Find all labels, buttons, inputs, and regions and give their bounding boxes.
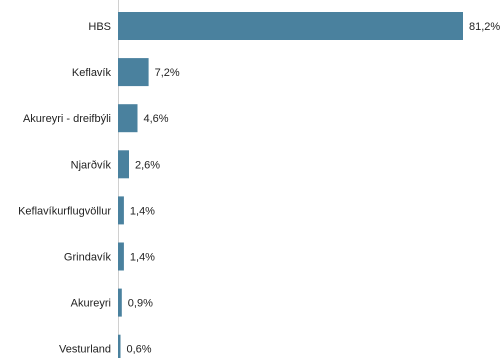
category-label-3: Njarðvík [71, 159, 112, 171]
bars-group [118, 12, 463, 358]
bar-6 [118, 288, 122, 317]
category-labels-group: HBS Keflavík Akureyri - dreifbýli Njarðvík K… [18, 21, 111, 356]
value-label-5: 1,4% [130, 252, 155, 264]
category-label-0: HBS [88, 21, 111, 33]
bar-2 [118, 104, 138, 133]
category-label-6: Akureyri [71, 298, 111, 310]
value-labels-group: 81,2% 7,2% 4,6% 2,6% 1,4% 1,4% 0,9% 0,6% [127, 21, 501, 356]
value-label-4: 1,4% [130, 205, 155, 217]
value-label-6: 0,9% [128, 298, 153, 310]
category-label-4: Keflavíkurflugvöllur [18, 205, 111, 217]
bar-5 [118, 242, 124, 271]
value-label-1: 7,2% [155, 67, 180, 79]
value-label-3: 2,6% [135, 159, 160, 171]
bar-0 [118, 12, 463, 40]
value-label-2: 4,6% [144, 113, 169, 125]
value-label-0: 81,2% [469, 21, 500, 33]
bar-3 [118, 150, 129, 179]
category-label-5: Grindavík [64, 252, 112, 264]
bar-1 [118, 58, 149, 87]
category-label-2: Akureyri - dreifbýli [23, 113, 111, 125]
category-label-1: Keflavík [72, 67, 112, 79]
bar-7 [118, 334, 121, 358]
bar-4 [118, 196, 124, 225]
category-label-7: Vesturland [59, 344, 111, 356]
value-label-7: 0,6% [127, 344, 152, 356]
